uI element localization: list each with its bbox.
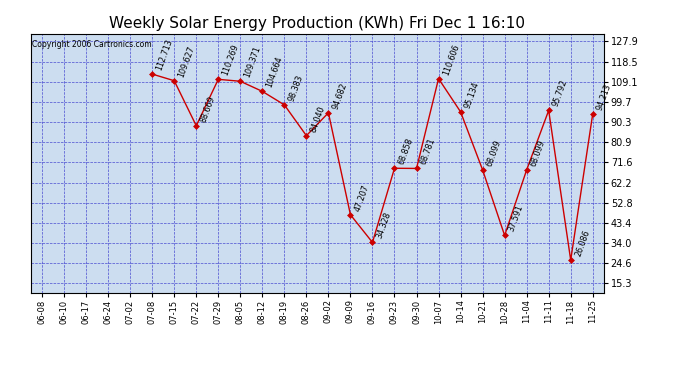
- Text: 94.682: 94.682: [331, 81, 349, 111]
- Text: 68.858: 68.858: [397, 137, 415, 166]
- Text: Copyright 2006 Cartronics.com: Copyright 2006 Cartronics.com: [32, 40, 152, 49]
- Text: 98.383: 98.383: [287, 74, 305, 103]
- Text: 26.086: 26.086: [573, 229, 591, 258]
- Text: 110.606: 110.606: [441, 43, 461, 76]
- Text: 94.213: 94.213: [595, 82, 613, 111]
- Text: 95.134: 95.134: [463, 80, 481, 110]
- Text: 68.099: 68.099: [485, 138, 503, 168]
- Text: 109.371: 109.371: [243, 45, 263, 79]
- Text: 47.207: 47.207: [353, 183, 371, 213]
- Text: 112.713: 112.713: [155, 38, 175, 72]
- Text: 68.781: 68.781: [419, 137, 437, 166]
- Text: 109.627: 109.627: [177, 45, 197, 78]
- Title: Weekly Solar Energy Production (KWh) Fri Dec 1 16:10: Weekly Solar Energy Production (KWh) Fri…: [110, 16, 525, 31]
- Text: 37.591: 37.591: [507, 204, 525, 233]
- Text: 88.669: 88.669: [199, 94, 217, 123]
- Text: 34.328: 34.328: [375, 211, 393, 240]
- Text: 84.040: 84.040: [309, 105, 327, 134]
- Text: 110.269: 110.269: [221, 43, 241, 77]
- Text: 95.792: 95.792: [551, 79, 569, 108]
- Text: 104.664: 104.664: [265, 56, 284, 89]
- Text: 68.099: 68.099: [529, 138, 547, 168]
